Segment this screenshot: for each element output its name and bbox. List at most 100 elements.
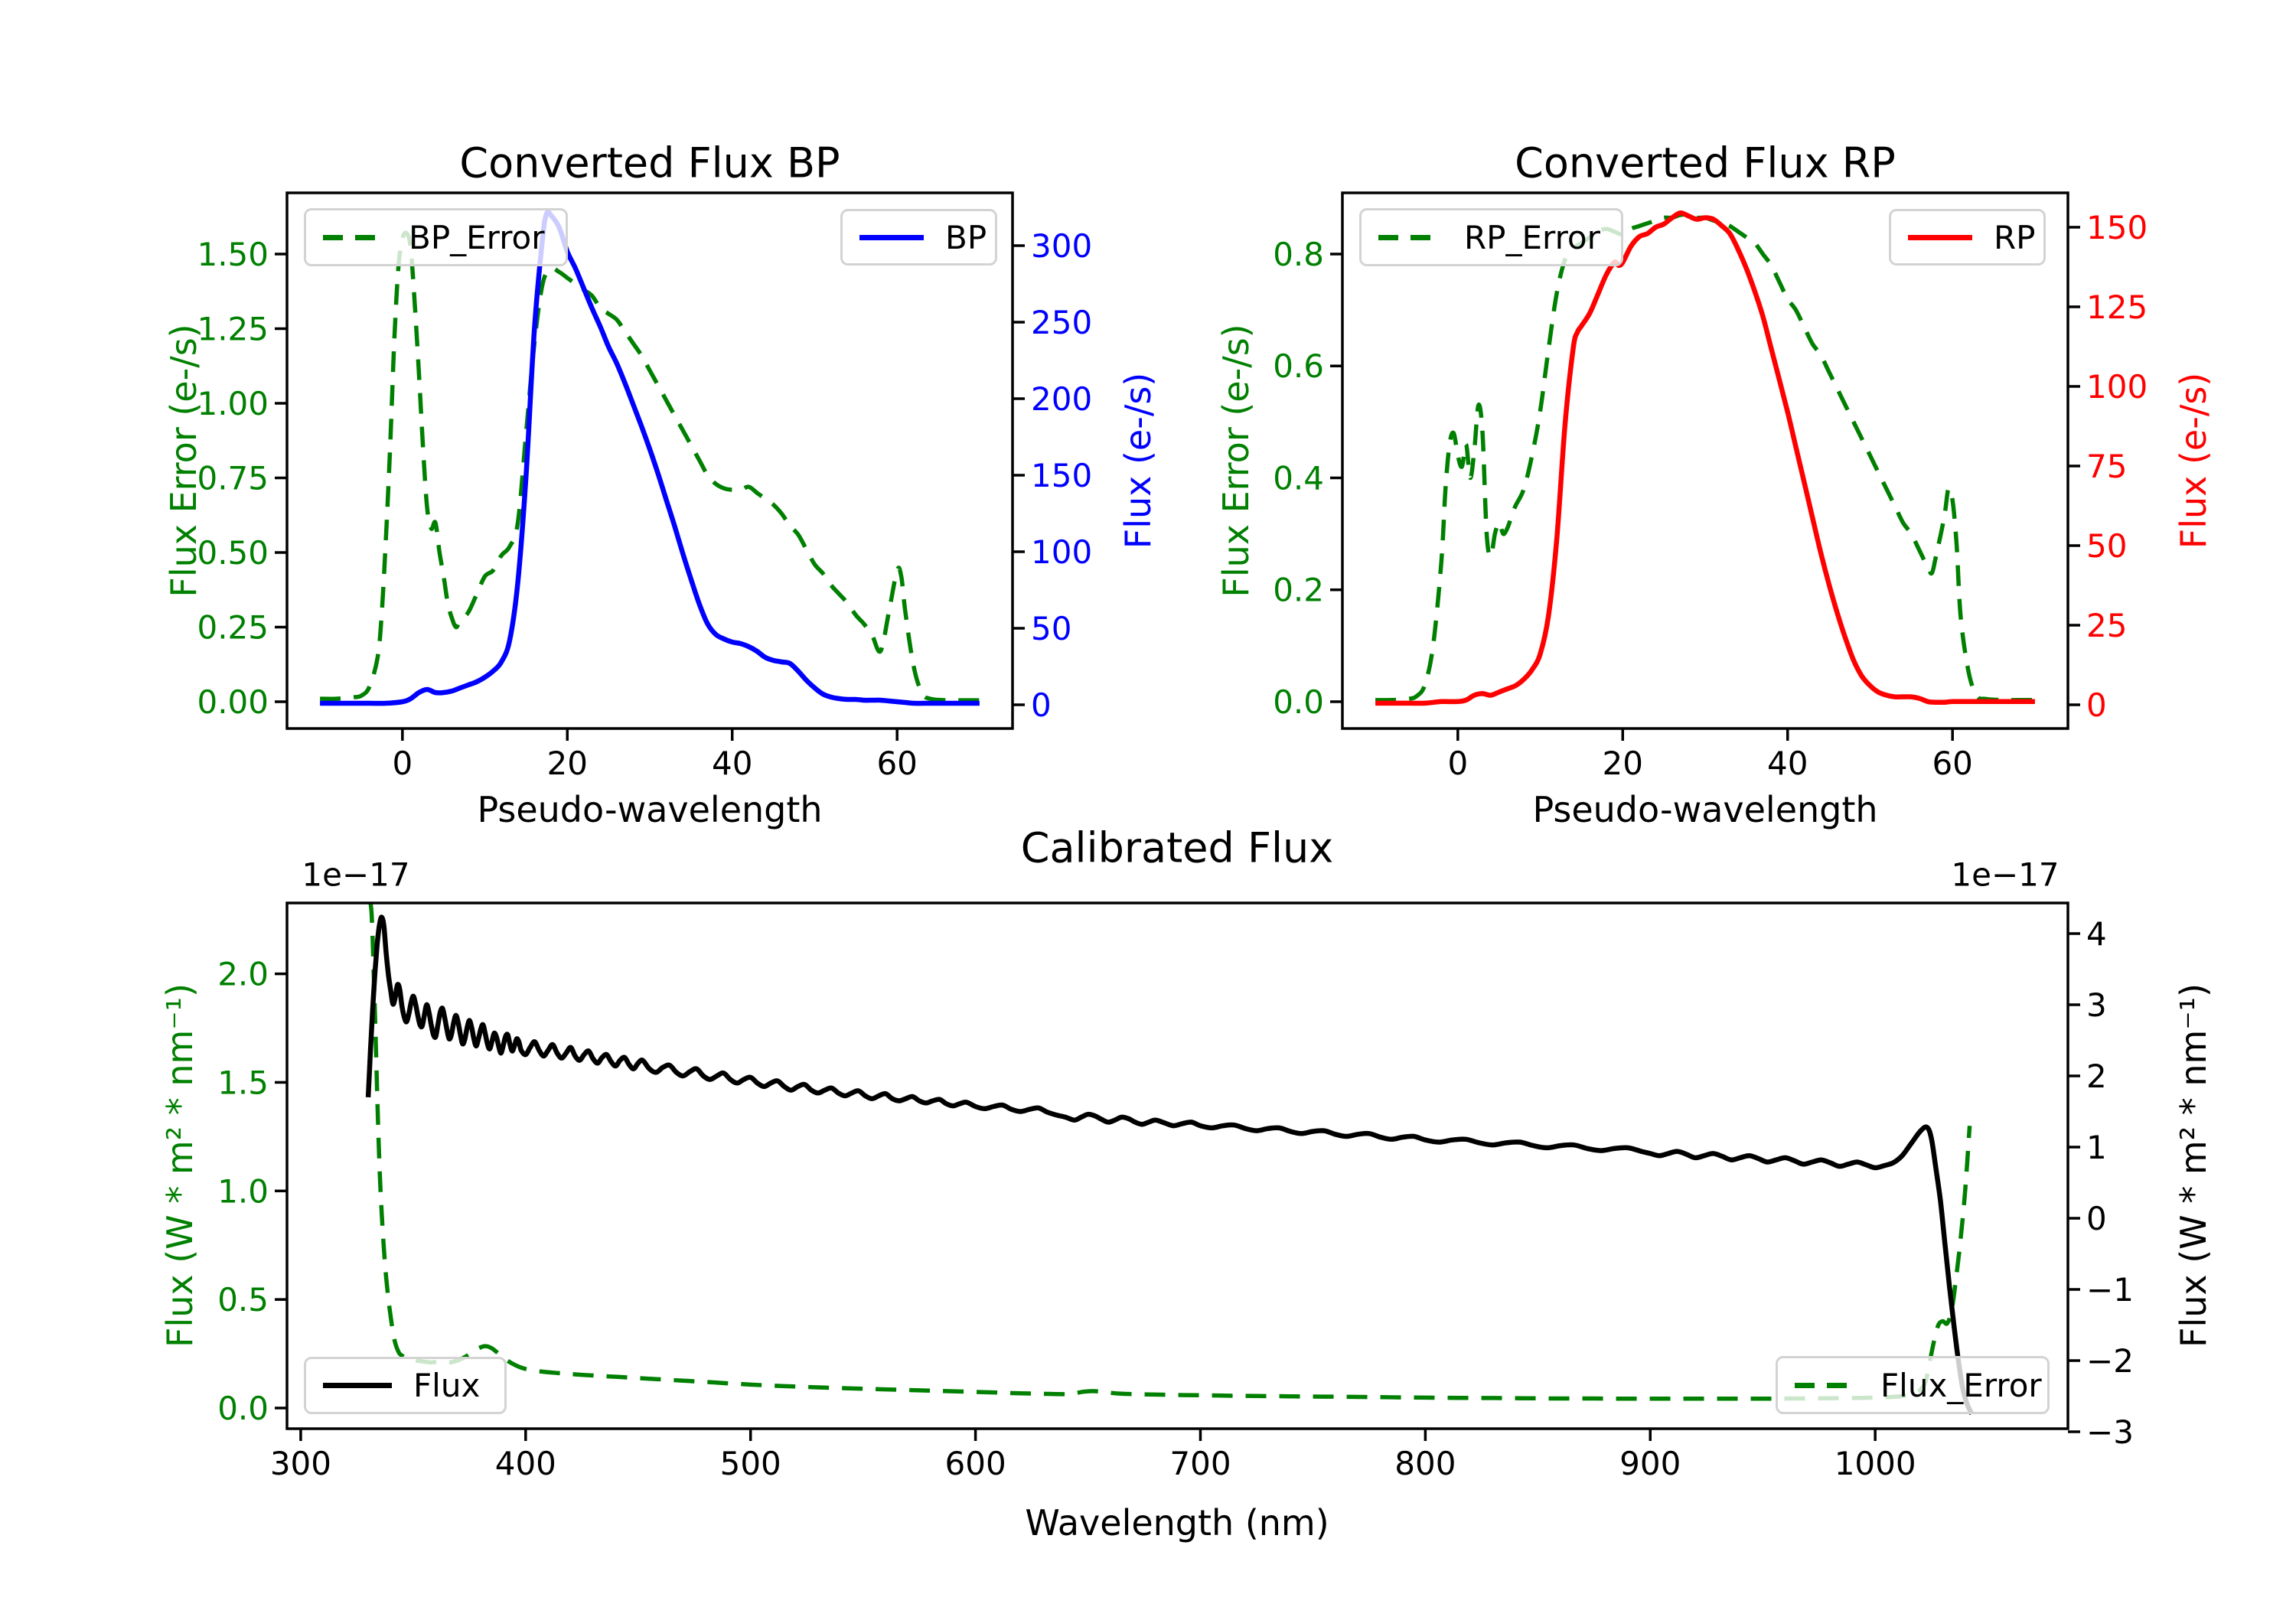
rp-curves [1375, 210, 2035, 706]
y-tick-label-right: 2 [2086, 1058, 2107, 1095]
y-tick-label-left: 0.4 [1273, 459, 1324, 497]
dashed-line-icon [1795, 1382, 1859, 1388]
calibrated-flux_error-curve [368, 903, 1972, 1401]
x-tick-label: 60 [876, 745, 917, 782]
legend-label: RP [1994, 218, 2036, 256]
y-tick-label-right: 1 [2086, 1129, 2107, 1166]
dashed-line-icon [1378, 234, 1443, 240]
y-tick-label-right: 100 [2086, 368, 2148, 406]
y-tick-label-left: 0.25 [197, 609, 269, 647]
y-tick-label-right: 200 [1031, 380, 1092, 418]
y-tick-label-right: 75 [2086, 448, 2127, 485]
bp-axes: 0 20 40 60 0.00 0.25 0.50 0.75 1.00 1.25 1.50 0 50 10… [197, 191, 1092, 782]
legend-label: RP_Error [1464, 218, 1600, 256]
bp-xlabel: Pseudo-wavelength [477, 789, 823, 830]
y-tick-label-left: 0.5 [217, 1281, 269, 1319]
flux-legend: Flux [304, 1357, 507, 1414]
y-tick-label-right: 4 [2086, 915, 2107, 953]
y-tick-label-right: 250 [1031, 304, 1092, 341]
x-tick-label: 0 [392, 745, 413, 782]
x-tick-label: 40 [712, 745, 752, 782]
calibrated-curves [365, 903, 1975, 1416]
solid-line-icon [323, 1383, 392, 1388]
y-tick-label-right: 150 [2086, 209, 2148, 246]
offset-text-right: 1e−17 [1951, 856, 2060, 894]
y-tick-label-right: −3 [2086, 1413, 2134, 1451]
y-tick-label-right: 3 [2086, 986, 2107, 1024]
rp-spines [1341, 191, 2069, 730]
x-tick-label: 800 [1394, 1445, 1456, 1482]
y-tick-label-right: 300 [1031, 227, 1092, 265]
x-tick-label: 300 [270, 1445, 331, 1482]
y-tick-label-right: 0 [1031, 686, 1052, 724]
bp-bp-curve [320, 209, 980, 706]
x-tick-label: 400 [495, 1445, 556, 1482]
y-tick-label-left: 0.50 [197, 534, 269, 572]
y-tick-label-right: 100 [1031, 533, 1092, 571]
y-tick-label-left: 0.0 [217, 1390, 269, 1427]
y-tick-label-left: 2.0 [217, 956, 269, 993]
bp-error-legend: BP_Error [304, 208, 568, 266]
y-tick-label-right: 0 [2086, 1200, 2107, 1237]
calibrated-flux-curve [365, 914, 1975, 1416]
y-tick-label-right: 50 [1031, 610, 1071, 647]
bp-title: Converted Flux BP [459, 139, 840, 187]
y-tick-label-left: 0.0 [1273, 683, 1324, 721]
rp-title: Converted Flux RP [1515, 139, 1896, 187]
bp-ylabel-left: Flux Error (e-/s) [163, 324, 204, 598]
dashed-line-icon [323, 234, 387, 240]
rp-xlabel: Pseudo-wavelength [1532, 789, 1878, 830]
y-tick-label-right: 50 [2086, 527, 2127, 565]
x-tick-label: 40 [1767, 745, 1808, 782]
y-tick-label-right: 0 [2086, 686, 2107, 724]
y-tick-label-right: 150 [1031, 457, 1092, 494]
y-tick-label-left: 0.8 [1273, 236, 1324, 273]
legend-label: Flux [413, 1367, 481, 1404]
rp-legend: RP [1889, 209, 2046, 266]
y-tick-label-left: 0.00 [197, 683, 269, 721]
y-tick-label-left: 1.00 [197, 385, 269, 422]
legend-label: BP [945, 218, 987, 256]
calibrated-ylabel-right: Flux (W * m² * nm⁻¹) [2173, 983, 2214, 1348]
offset-text-left: 1e−17 [302, 856, 410, 894]
x-tick-label: 60 [1932, 745, 1972, 782]
rp-rp-curve [1375, 210, 2035, 706]
calibrated-xlabel: Wavelength (nm) [1025, 1502, 1329, 1543]
solid-line-icon [1908, 234, 1972, 240]
y-tick-label-left: 0.75 [197, 460, 269, 497]
x-tick-label: 0 [1447, 745, 1468, 782]
calibrated-title: Calibrated Flux [1020, 823, 1334, 872]
y-tick-label-left: 1.0 [217, 1172, 269, 1210]
rp-ylabel-left: Flux Error (e-/s) [1215, 324, 1257, 598]
y-tick-label-left: 1.50 [197, 236, 269, 273]
y-tick-label-right: 125 [2086, 288, 2148, 326]
x-tick-label: 20 [1603, 745, 1643, 782]
bp-legend: BP [840, 209, 997, 266]
x-tick-label: 20 [547, 745, 588, 782]
x-tick-label: 600 [945, 1445, 1006, 1482]
bp-ylabel-right: Flux (e-/s) [1117, 372, 1159, 549]
y-tick-label-left: 0.2 [1273, 572, 1324, 609]
y-tick-label-right: −1 [2086, 1271, 2134, 1309]
calibrated-spines [285, 901, 2069, 1430]
legend-label: BP_Error [409, 218, 545, 256]
rp-axes: 0 20 40 60 0.0 0.2 0.4 0.6 0.8 0 25 50 75 100 125 150 [1273, 191, 2148, 782]
y-tick-label-left: 1.5 [217, 1064, 269, 1101]
x-tick-label: 900 [1619, 1445, 1681, 1482]
legend-label: Flux_Error [1880, 1366, 2042, 1404]
rp-rp_error-curve [1375, 212, 2035, 702]
y-tick-label-left: 1.25 [197, 310, 269, 347]
y-tick-label-right: −2 [2086, 1342, 2134, 1380]
x-tick-label: 700 [1169, 1445, 1231, 1482]
rp-ylabel-right: Flux (e-/s) [2173, 372, 2214, 549]
solid-line-icon [859, 234, 924, 240]
calibrated-ylabel-left: Flux (W * m² * nm⁻¹) [159, 983, 201, 1348]
flux-error-legend: Flux_Error [1776, 1356, 2050, 1414]
rp-error-legend: RP_Error [1359, 208, 1623, 266]
bp-curves [320, 209, 980, 706]
bp-spines [285, 191, 1014, 730]
y-tick-label-left: 0.6 [1273, 347, 1324, 385]
x-tick-label: 500 [720, 1445, 781, 1482]
bp-bp_error-curve [320, 230, 980, 702]
